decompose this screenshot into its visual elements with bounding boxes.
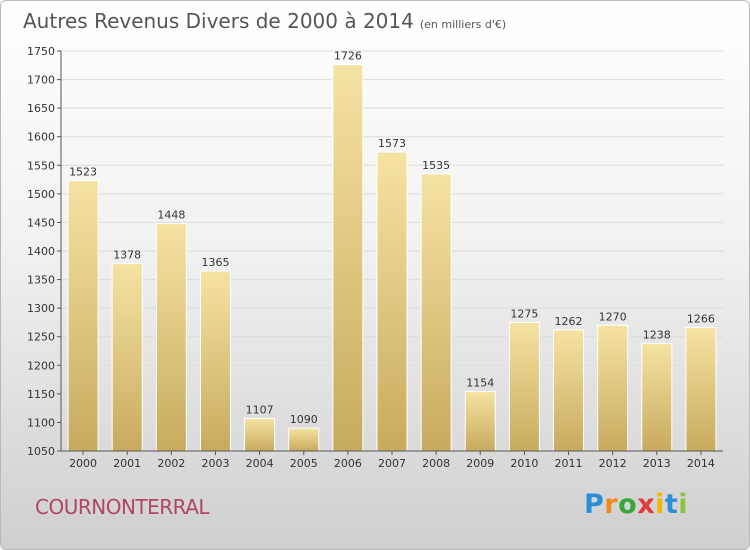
y-tick-label: 1650 [27,102,55,115]
chart-title: Autres Revenus Divers de 2000 à 2014 (en … [23,9,506,33]
bar [288,427,320,452]
y-tick-label: 1300 [27,302,55,315]
chart-subtitle: (en milliers d'€) [419,18,507,31]
data-label: 1535 [422,159,450,172]
bar [244,417,276,452]
data-label: 1107 [246,403,274,416]
y-tick-label: 1500 [27,188,55,201]
data-label: 1365 [201,256,229,269]
x-tick-label: 2014 [687,457,715,470]
y-tick-label: 1100 [27,416,55,429]
proxiti-logo: Proxiti [584,489,688,520]
data-label: 1726 [334,50,362,63]
x-tick-label: 2011 [555,457,583,470]
bar [597,324,629,452]
bar [67,180,99,452]
data-labels: 1523 1378 1448 1365 1107 1090 1726 1573 1535 1154… [69,50,715,426]
logo-letter: i [678,489,689,520]
data-label: 1523 [69,166,97,179]
bar [641,343,673,452]
logo-letter: i [655,489,665,520]
data-label: 1573 [378,137,406,150]
x-tick-label: 2000 [69,457,97,470]
bar [553,329,585,452]
bar [199,270,231,452]
x-tick-label: 2010 [510,457,538,470]
logo-letter: t [664,489,679,520]
logo-letter: P [584,489,605,520]
bar [332,64,364,452]
x-tick-label: 2002 [157,457,185,470]
y-tick-label: 1350 [27,274,55,287]
logo-letter: o [618,489,638,520]
data-label: 1154 [466,377,494,390]
y-tick-label: 1150 [27,388,55,401]
bar [376,151,408,452]
bar [508,321,540,452]
data-label: 1262 [555,315,583,328]
y-tick-label: 1050 [27,445,55,458]
data-label: 1378 [113,249,141,262]
y-tick-label: 1600 [27,131,55,144]
axes: 1050 1100 1150 1200 1250 1300 1350 1400 1450 1500… [27,45,723,470]
y-tick-label: 1400 [27,245,55,258]
x-tick-label: 2003 [201,457,229,470]
x-tick-label: 2006 [334,457,362,470]
data-label: 1266 [687,313,715,326]
chart-title-text: Autres Revenus Divers de 2000 à 2014 [23,9,414,33]
y-tick-label: 1700 [27,74,55,87]
x-tick-label: 2004 [246,457,274,470]
data-label: 1448 [157,209,185,222]
bar [464,391,496,452]
bar [420,173,452,452]
bar [155,223,187,452]
bar [685,327,717,452]
x-tick-label: 2005 [290,457,318,470]
bar [111,263,143,452]
y-tick-label: 1550 [27,159,55,172]
y-tick-label: 1250 [27,331,55,344]
data-label: 1238 [643,329,671,342]
x-tick-label: 2007 [378,457,406,470]
data-label: 1090 [290,413,318,426]
y-tick-label: 1750 [27,45,55,58]
bars [67,64,717,452]
y-tick-label: 1200 [27,359,55,372]
logo-letter: r [604,489,619,520]
x-tick-label: 2012 [599,457,627,470]
logo-letter: x [637,489,656,520]
x-tick-label: 2008 [422,457,450,470]
data-label: 1270 [599,310,627,323]
x-tick-label: 2001 [113,457,141,470]
y-tick-label: 1450 [27,216,55,229]
commune-name: COURNONTERRAL [35,495,210,519]
x-tick-label: 2013 [643,457,671,470]
data-label: 1275 [510,307,538,320]
x-tick-label: 2009 [466,457,494,470]
